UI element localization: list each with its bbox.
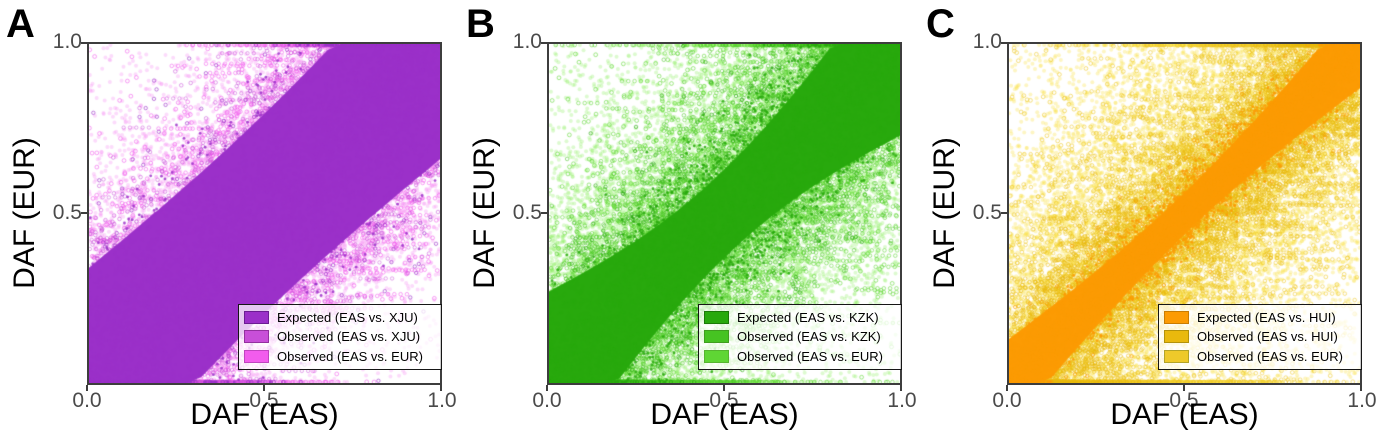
legend-row: Expected (EAS vs. KZK) bbox=[704, 308, 896, 327]
panel-b-ytick-1.0: 1.0 bbox=[512, 30, 542, 53]
observed-swatch-icon bbox=[244, 330, 269, 344]
panel-c-y-axis-title: DAF (EUR) bbox=[928, 137, 961, 289]
legend-label: Observed (EAS vs. EUR) bbox=[737, 348, 883, 364]
panel-a-xtickmark-1.0 bbox=[440, 385, 442, 391]
expected-swatch-icon bbox=[704, 311, 729, 325]
legend-label: Observed (EAS vs. HUI) bbox=[1197, 329, 1338, 345]
legend-label: Expected (EAS vs. XJU) bbox=[277, 310, 418, 326]
legend-row: Observed (EAS vs. HUI) bbox=[1164, 327, 1356, 346]
legend-row: Expected (EAS vs. HUI) bbox=[1164, 308, 1356, 327]
panel-b-y-axis-title: DAF (EUR) bbox=[468, 137, 501, 289]
panel-a-xtickmark-0.5 bbox=[263, 385, 265, 391]
legend-row: Observed (EAS vs. EUR) bbox=[704, 347, 896, 366]
panel-a-legend: Expected (EAS vs. XJU) Observed (EAS vs.… bbox=[238, 304, 442, 370]
panel-b-xtickmark-0.5 bbox=[723, 385, 725, 391]
panel-c-ytickmark-0.5 bbox=[1001, 212, 1007, 214]
legend-label: Observed (EAS vs. XJU) bbox=[277, 329, 421, 345]
legend-label: Observed (EAS vs. EUR) bbox=[277, 348, 423, 364]
panel-a-ytick-1.0: 1.0 bbox=[52, 30, 82, 53]
legend-row: Observed (EAS vs. KZK) bbox=[704, 327, 896, 346]
panel-a-ytick-0.5: 0.5 bbox=[52, 201, 82, 224]
panel-b: B DAF (EUR) 1.0 0.5 0.0 0.5 1.0 DAF (EAS… bbox=[460, 0, 920, 445]
panel-c-xtick-0.0: 0.0 bbox=[992, 389, 1022, 412]
panel-c-xtick-0.5: 0.5 bbox=[1169, 389, 1199, 412]
legend-row: Observed (EAS vs. EUR) bbox=[244, 347, 436, 366]
legend-row: Expected (EAS vs. XJU) bbox=[244, 308, 436, 327]
panel-b-ytick-0.5: 0.5 bbox=[512, 201, 542, 224]
legend-label: Observed (EAS vs. EUR) bbox=[1197, 348, 1343, 364]
panel-c-ytick-1.0: 1.0 bbox=[972, 30, 1002, 53]
panel-b-ytickmark-1.0 bbox=[541, 42, 547, 44]
panel-b-ytickmark-0.5 bbox=[541, 212, 547, 214]
panel-b-xtick-0.5: 0.5 bbox=[709, 389, 739, 412]
panel-b-xtickmark-0.0 bbox=[546, 385, 548, 391]
panel-a-xtick-0.5: 0.5 bbox=[249, 389, 279, 412]
panel-c: C DAF (EUR) 1.0 0.5 0.0 0.5 1.0 DAF (EAS… bbox=[920, 0, 1379, 445]
panel-a-xtick-1.0: 1.0 bbox=[427, 389, 457, 412]
observed-eur-swatch-icon bbox=[244, 349, 269, 363]
legend-row: Observed (EAS vs. XJU) bbox=[244, 327, 436, 346]
panel-c-legend: Expected (EAS vs. HUI) Observed (EAS vs.… bbox=[1158, 304, 1362, 370]
panel-b-letter: B bbox=[466, 2, 495, 46]
panel-c-ytick-0.5: 0.5 bbox=[972, 201, 1002, 224]
observed-swatch-icon bbox=[704, 330, 729, 344]
panel-c-letter: C bbox=[926, 2, 955, 46]
panel-b-xtick-0.0: 0.0 bbox=[532, 389, 562, 412]
panel-a-letter: A bbox=[6, 2, 35, 46]
panel-a-ytickmark-0.5 bbox=[81, 212, 87, 214]
legend-row: Observed (EAS vs. EUR) bbox=[1164, 347, 1356, 366]
legend-label: Expected (EAS vs. KZK) bbox=[737, 310, 879, 326]
panel-a-ytickmark-1.0 bbox=[81, 42, 87, 44]
legend-label: Expected (EAS vs. HUI) bbox=[1197, 310, 1336, 326]
expected-swatch-icon bbox=[1164, 311, 1189, 325]
panel-b-xtickmark-1.0 bbox=[900, 385, 902, 391]
panel-c-xtickmark-0.5 bbox=[1183, 385, 1185, 391]
panel-b-xtick-1.0: 1.0 bbox=[887, 389, 917, 412]
panel-c-ytickmark-1.0 bbox=[1001, 42, 1007, 44]
observed-eur-swatch-icon bbox=[704, 349, 729, 363]
panel-c-xtick-1.0: 1.0 bbox=[1347, 389, 1377, 412]
panel-c-x-axis-title: DAF (EAS) bbox=[1110, 398, 1259, 431]
panel-a-xtick-0.0: 0.0 bbox=[72, 389, 102, 412]
panel-c-xtickmark-1.0 bbox=[1360, 385, 1362, 391]
legend-label: Observed (EAS vs. KZK) bbox=[737, 329, 881, 345]
panel-b-legend: Expected (EAS vs. KZK) Observed (EAS vs.… bbox=[698, 304, 902, 370]
panel-a-xtickmark-0.0 bbox=[86, 385, 88, 391]
observed-swatch-icon bbox=[1164, 330, 1189, 344]
panel-a-x-axis-title: DAF (EAS) bbox=[190, 398, 339, 431]
panel-c-xtickmark-0.0 bbox=[1006, 385, 1008, 391]
panel-a-y-axis-title: DAF (EUR) bbox=[8, 137, 41, 289]
observed-eur-swatch-icon bbox=[1164, 349, 1189, 363]
panel-a: A DAF (EUR) 1.0 0.5 0.0 0.5 1.0 DAF (EAS… bbox=[0, 0, 460, 445]
expected-swatch-icon bbox=[244, 311, 269, 325]
panel-b-x-axis-title: DAF (EAS) bbox=[650, 398, 799, 431]
